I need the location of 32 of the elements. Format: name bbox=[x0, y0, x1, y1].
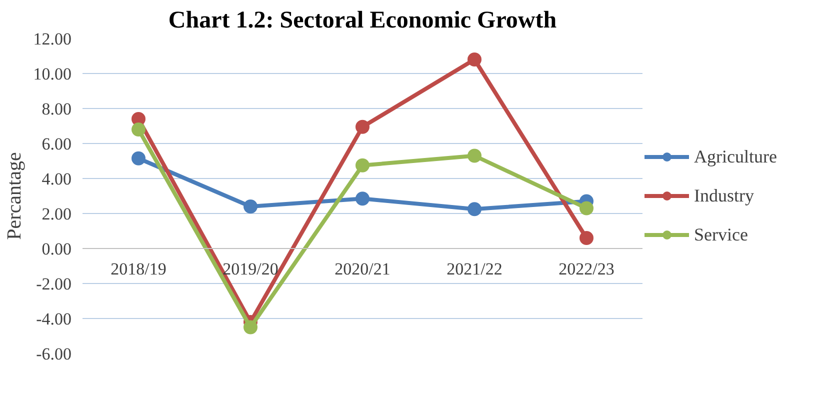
point bbox=[132, 151, 146, 166]
point bbox=[132, 122, 146, 136]
y-tick-label: -4.00 bbox=[36, 310, 72, 328]
x-tick-label: 2018/19 bbox=[110, 260, 166, 278]
y-tick-label: 8.00 bbox=[42, 100, 72, 118]
y-tick-label: -2.00 bbox=[36, 274, 72, 294]
point bbox=[580, 231, 594, 245]
y-tick-label: 2.00 bbox=[42, 204, 72, 224]
y-tick-label: 4.00 bbox=[42, 170, 72, 188]
legend-label: Industry bbox=[694, 185, 754, 206]
x-tick-label: 2019/20 bbox=[222, 260, 278, 278]
legend-label: Agriculture bbox=[694, 146, 777, 167]
point bbox=[468, 202, 482, 216]
point bbox=[244, 200, 258, 214]
point bbox=[356, 158, 370, 172]
y-tick-label: 6.00 bbox=[42, 134, 72, 154]
x-tick-label: 2021/22 bbox=[446, 260, 502, 278]
legend-label: Service bbox=[694, 224, 748, 245]
point bbox=[468, 52, 482, 66]
point bbox=[468, 148, 482, 163]
point bbox=[356, 120, 370, 134]
x-tick-label: 2022/23 bbox=[558, 260, 614, 278]
y-tick-label: 10.00 bbox=[33, 64, 72, 84]
point bbox=[356, 192, 370, 206]
y-tick-label: 12.00 bbox=[33, 30, 72, 48]
y-tick-label: 0.00 bbox=[42, 240, 72, 258]
x-tick-label: 2020/21 bbox=[334, 260, 390, 278]
y-tick-label: -6.00 bbox=[36, 344, 72, 364]
point bbox=[580, 201, 594, 216]
y-axis-title: Percantage bbox=[3, 152, 26, 240]
point bbox=[244, 320, 258, 334]
chart-title: Chart 1.2: Sectoral Economic Growth bbox=[168, 8, 557, 34]
